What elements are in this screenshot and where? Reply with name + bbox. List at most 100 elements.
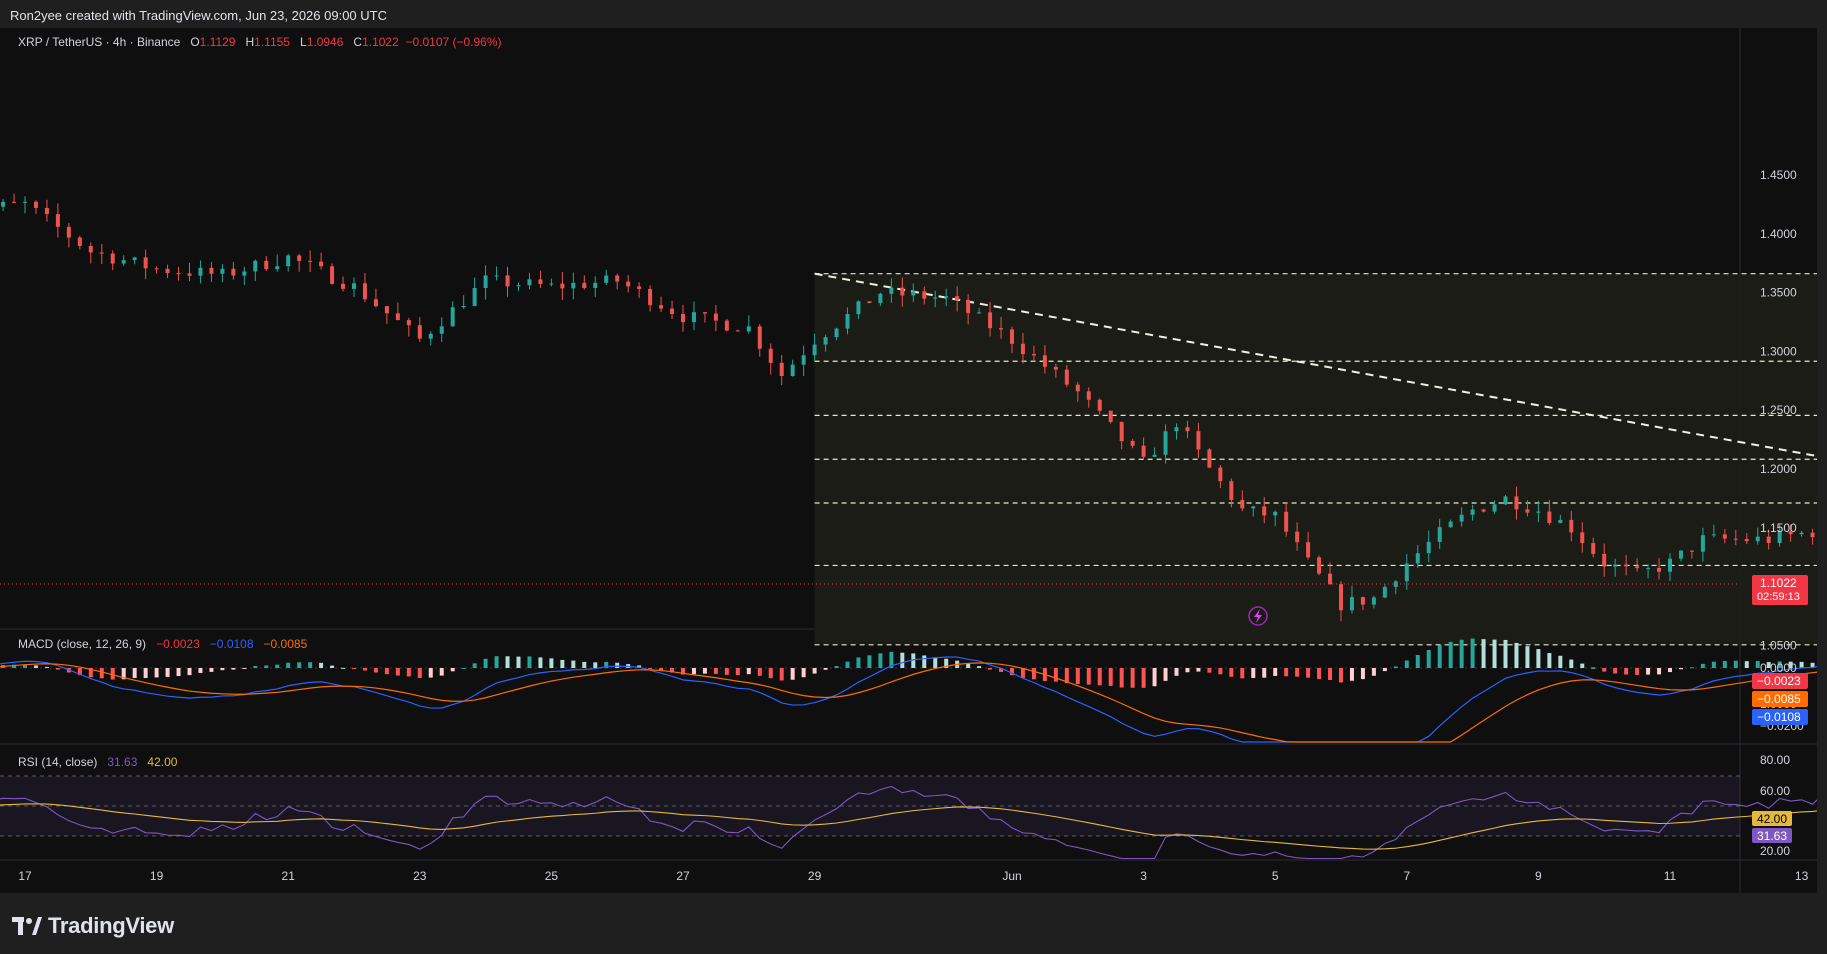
macd-hist-bar (900, 652, 905, 668)
alert-icon (1248, 606, 1268, 626)
price-tick-label: 1.1500 (1760, 521, 1797, 535)
candle (44, 207, 49, 215)
chart-canvas[interactable]: 0 (1.3661)0.236 (1.2916)0.382 (1.2456)0.… (0, 28, 1817, 893)
brand-text: TradingView (48, 913, 174, 938)
price-tick-label: 1.4500 (1760, 168, 1797, 182)
macd-hist-bar (867, 655, 872, 668)
macd-hist-bar (1031, 668, 1036, 680)
macd-hist-tag-text: −0.0023 (1757, 674, 1801, 688)
price-tick-label: 1.4000 (1760, 227, 1797, 241)
candle (626, 281, 631, 287)
price-tick-label: 1.0500 (1760, 638, 1797, 652)
candle (604, 275, 609, 283)
candle (790, 364, 795, 377)
candle (670, 308, 675, 314)
candle (1, 201, 6, 207)
macd-hist-bar (341, 667, 346, 669)
candle (560, 283, 565, 289)
macd-hist-bar (1207, 668, 1212, 673)
macd-hist-bar (1810, 662, 1815, 668)
open-value: 1.1129 (199, 35, 236, 49)
candle (55, 214, 60, 227)
macd-hist-bar (1010, 668, 1014, 675)
macd-hist-bar (1602, 668, 1607, 672)
macd-hist-bar (648, 668, 653, 669)
symbol-label: XRP / TetherUS · 4h · Binance (18, 35, 181, 49)
macd-hist-bar (1766, 662, 1771, 668)
macd-hist-bar (735, 668, 740, 676)
low-value: 1.0946 (306, 35, 344, 49)
candle (1360, 597, 1365, 605)
candle (220, 268, 225, 274)
macd-hist-bar (395, 668, 400, 676)
macd-hist-bar (1349, 668, 1354, 681)
macd-hist-bar (922, 655, 927, 668)
candle (1459, 514, 1464, 522)
macd-hist-bar (834, 666, 839, 668)
candle (176, 273, 181, 275)
macd-hist-bar (483, 658, 488, 668)
macd-hist-bar (1788, 661, 1793, 668)
candle (867, 301, 872, 304)
candle (154, 268, 159, 270)
macd-line-value: −0.0108 (209, 637, 254, 651)
rsi-value: 31.63 (107, 755, 138, 769)
candle (1613, 564, 1618, 567)
candle (1317, 557, 1322, 574)
time-tick-label: 21 (282, 869, 296, 883)
macd-hist-bar (977, 666, 982, 668)
candle (834, 328, 839, 338)
candle (1251, 506, 1256, 509)
macd-hist-bar (1481, 639, 1486, 668)
candle (1711, 534, 1716, 536)
candle (1799, 532, 1804, 535)
macd-hist-bar (1130, 668, 1135, 688)
macd-hist-bar (1646, 668, 1651, 675)
candle (1010, 329, 1014, 344)
macd-hist-bar (1755, 661, 1760, 668)
candle (1788, 531, 1793, 535)
macd-hist-bar (615, 662, 620, 668)
macd-signal-tag-text: −0.0085 (1757, 692, 1801, 706)
tradingview-logo[interactable]: TradingView (12, 913, 174, 939)
macd-hist-bar (988, 668, 993, 670)
top-strip: Ron2yee created with TradingView.com, Ju… (0, 0, 1827, 28)
macd-hist-bar (319, 662, 324, 668)
open-label: O (190, 35, 200, 49)
macd-hist-bar (1744, 661, 1749, 668)
candle (1163, 431, 1168, 455)
time-tick-label: 29 (808, 869, 822, 883)
candle (33, 201, 38, 208)
macd-hist-bar (1020, 668, 1025, 678)
macd-hist-bar (1174, 668, 1179, 676)
macd-hist-bar (1196, 668, 1201, 672)
candle (966, 299, 971, 314)
macd-hist-bar (1141, 668, 1146, 688)
macd-hist-bar (1514, 642, 1519, 668)
price-legend: XRP / TetherUS · 4h · Binance O1.1129 H1… (18, 35, 502, 49)
candle (516, 285, 521, 287)
candle (253, 260, 258, 272)
macd-hist-bar (1360, 668, 1365, 680)
macd-hist-bar (1371, 668, 1376, 676)
macd-hist-bar (966, 663, 971, 668)
macd-hist-bar (12, 664, 17, 668)
candle (439, 326, 444, 334)
macd-hist-bar (1448, 641, 1453, 668)
macd-hist-bar (132, 668, 137, 679)
candle (527, 279, 532, 286)
rsi-band (0, 776, 1740, 836)
macd-histogram (1, 638, 1815, 688)
macd-hist-bar (439, 668, 444, 676)
candle (1108, 410, 1113, 422)
candle (1185, 427, 1190, 432)
macd-hist-bar (779, 668, 784, 681)
candle (1382, 586, 1387, 598)
rsi-label: RSI (14, close) (18, 755, 98, 769)
candle (746, 326, 751, 332)
macd-hist-bar (1437, 645, 1442, 668)
macd-hist-bar (1689, 667, 1694, 669)
chart-frame[interactable]: 0 (1.3661)0.236 (1.2916)0.382 (1.2456)0.… (0, 28, 1817, 893)
macd-hist-bar (1700, 663, 1705, 668)
macd-hist-bar (406, 668, 411, 677)
